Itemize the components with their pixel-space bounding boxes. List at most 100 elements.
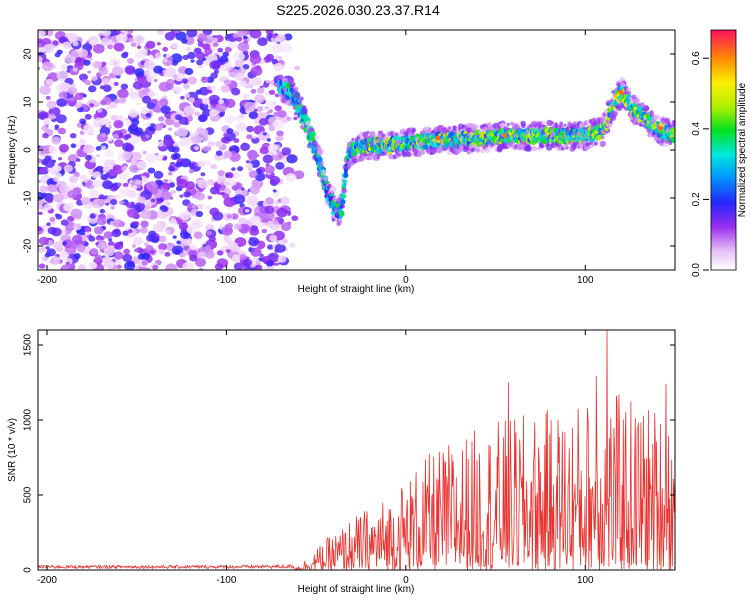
- heatmap-cell: [256, 87, 265, 94]
- heatmap-cell: [198, 128, 209, 137]
- heatmap-cell: [133, 127, 144, 136]
- heatmap-cell: [131, 244, 136, 248]
- heatmap-cell: [173, 121, 181, 128]
- heatmap-cell: [137, 253, 145, 260]
- heatmap-cell: [541, 120, 546, 125]
- heatmap-cell: [55, 214, 63, 220]
- heatmap-cell: [160, 105, 171, 114]
- heatmap-cell: [239, 80, 247, 87]
- heatmap-cell: [171, 245, 184, 255]
- heatmap-cell: [38, 263, 46, 269]
- heatmap-cell: [91, 60, 102, 69]
- heatmap-cell: [249, 54, 262, 64]
- heatmap-cell: [110, 205, 116, 210]
- heatmap-cell: [51, 136, 62, 145]
- heatmap-cell: [225, 62, 233, 68]
- heatmap-cell: [293, 91, 301, 99]
- heatmap-cell: [113, 61, 118, 66]
- heatmap-cell: [234, 223, 242, 230]
- heatmap-cell: [202, 43, 210, 50]
- heatmap-cell: [250, 247, 262, 257]
- colorbar-tick-label: 0.0: [691, 263, 702, 277]
- colorbar-frame: [710, 29, 737, 271]
- heatmap-cell: [129, 88, 134, 92]
- heatmap-cell: [596, 134, 602, 141]
- heatmap-cell: [127, 208, 139, 218]
- heatmap-cell: [128, 109, 139, 118]
- heatmap-cell: [411, 127, 417, 133]
- heatmap-cell: [223, 79, 231, 85]
- heatmap-cell: [554, 122, 558, 126]
- heatmap-cell: [223, 197, 236, 208]
- heatmap-cell: [246, 162, 253, 169]
- heatmap-cell: [650, 112, 655, 116]
- heatmap-cell: [102, 180, 114, 190]
- heatmap-cell: [137, 49, 148, 58]
- heatmap-cell: [45, 246, 50, 250]
- heatmap-cell: [113, 81, 119, 86]
- heatmap-cell: [88, 235, 96, 242]
- heatmap-cell: [38, 179, 41, 183]
- heatmap-cell: [281, 147, 292, 156]
- heatmap-cell: [148, 230, 157, 237]
- heatmap-cell: [62, 241, 67, 246]
- heatmap-cell: [118, 241, 124, 246]
- heatmap-cell: [47, 226, 57, 235]
- heatmap-cell: [190, 134, 203, 145]
- heatmap-cell: [242, 64, 250, 70]
- heatmap-cell: [188, 97, 195, 103]
- heatmap-cell: [71, 50, 79, 57]
- heatmap-cell: [152, 223, 165, 233]
- heatmap-cell: [62, 41, 72, 49]
- heatmap-cell: [235, 60, 244, 68]
- heatmap-cell: [48, 145, 57, 153]
- heatmap-cell: [262, 82, 269, 88]
- heatmap-cell: [233, 194, 246, 205]
- heatmap-cell: [162, 182, 171, 190]
- snr-series-line: [38, 330, 675, 570]
- heatmap-cell: [235, 72, 246, 81]
- heatmap-cell: [207, 89, 213, 94]
- heatmap-cell: [251, 136, 260, 144]
- heatmap-cell: [104, 149, 114, 158]
- heatmap-cell: [226, 222, 234, 229]
- heatmap-cell: [145, 113, 152, 118]
- heatmap-cell: [69, 97, 75, 102]
- heatmap-cell: [230, 245, 240, 253]
- heatmap-cell: [38, 145, 50, 154]
- heatmap-cell: [183, 105, 195, 116]
- heatmap-cell: [107, 137, 113, 142]
- heatmap-cell: [121, 166, 127, 171]
- heatmap-cell: [84, 144, 92, 151]
- heatmap-cell: [84, 113, 92, 120]
- heatmap-cell: [85, 154, 92, 161]
- heatmap-cell: [133, 221, 139, 226]
- heatmap-cell: [278, 56, 283, 60]
- heatmap-cell: [271, 43, 284, 54]
- heatmap-cell: [53, 165, 62, 172]
- heatmap-cell: [599, 140, 606, 148]
- heatmap-cell: [107, 44, 113, 50]
- heatmap-cell: [273, 62, 284, 72]
- heatmap-cell: [336, 221, 341, 227]
- heatmap-cell: [341, 193, 347, 199]
- heatmap-cell: [263, 56, 272, 63]
- heatmap-cell: [93, 226, 104, 235]
- y-tick-label: 10: [23, 96, 34, 108]
- heatmap-cell: [52, 241, 63, 250]
- heatmap-cell: [276, 130, 284, 137]
- heatmap-cell: [186, 30, 198, 38]
- heatmap-cell: [255, 154, 260, 158]
- heatmap-cell: [274, 105, 282, 112]
- heatmap-cell: [56, 98, 67, 107]
- heatmap-cell: [153, 65, 164, 74]
- heatmap-cell: [140, 106, 150, 115]
- heatmap-cell: [240, 187, 245, 191]
- heatmap-cell: [44, 158, 55, 168]
- heatmap-cell: [272, 119, 284, 129]
- heatmap-cell: [81, 120, 85, 125]
- heatmap-cell: [238, 217, 247, 225]
- heatmap-cell: [253, 118, 261, 125]
- heatmap-cell: [244, 208, 250, 213]
- colorbar-gradient: [711, 30, 736, 270]
